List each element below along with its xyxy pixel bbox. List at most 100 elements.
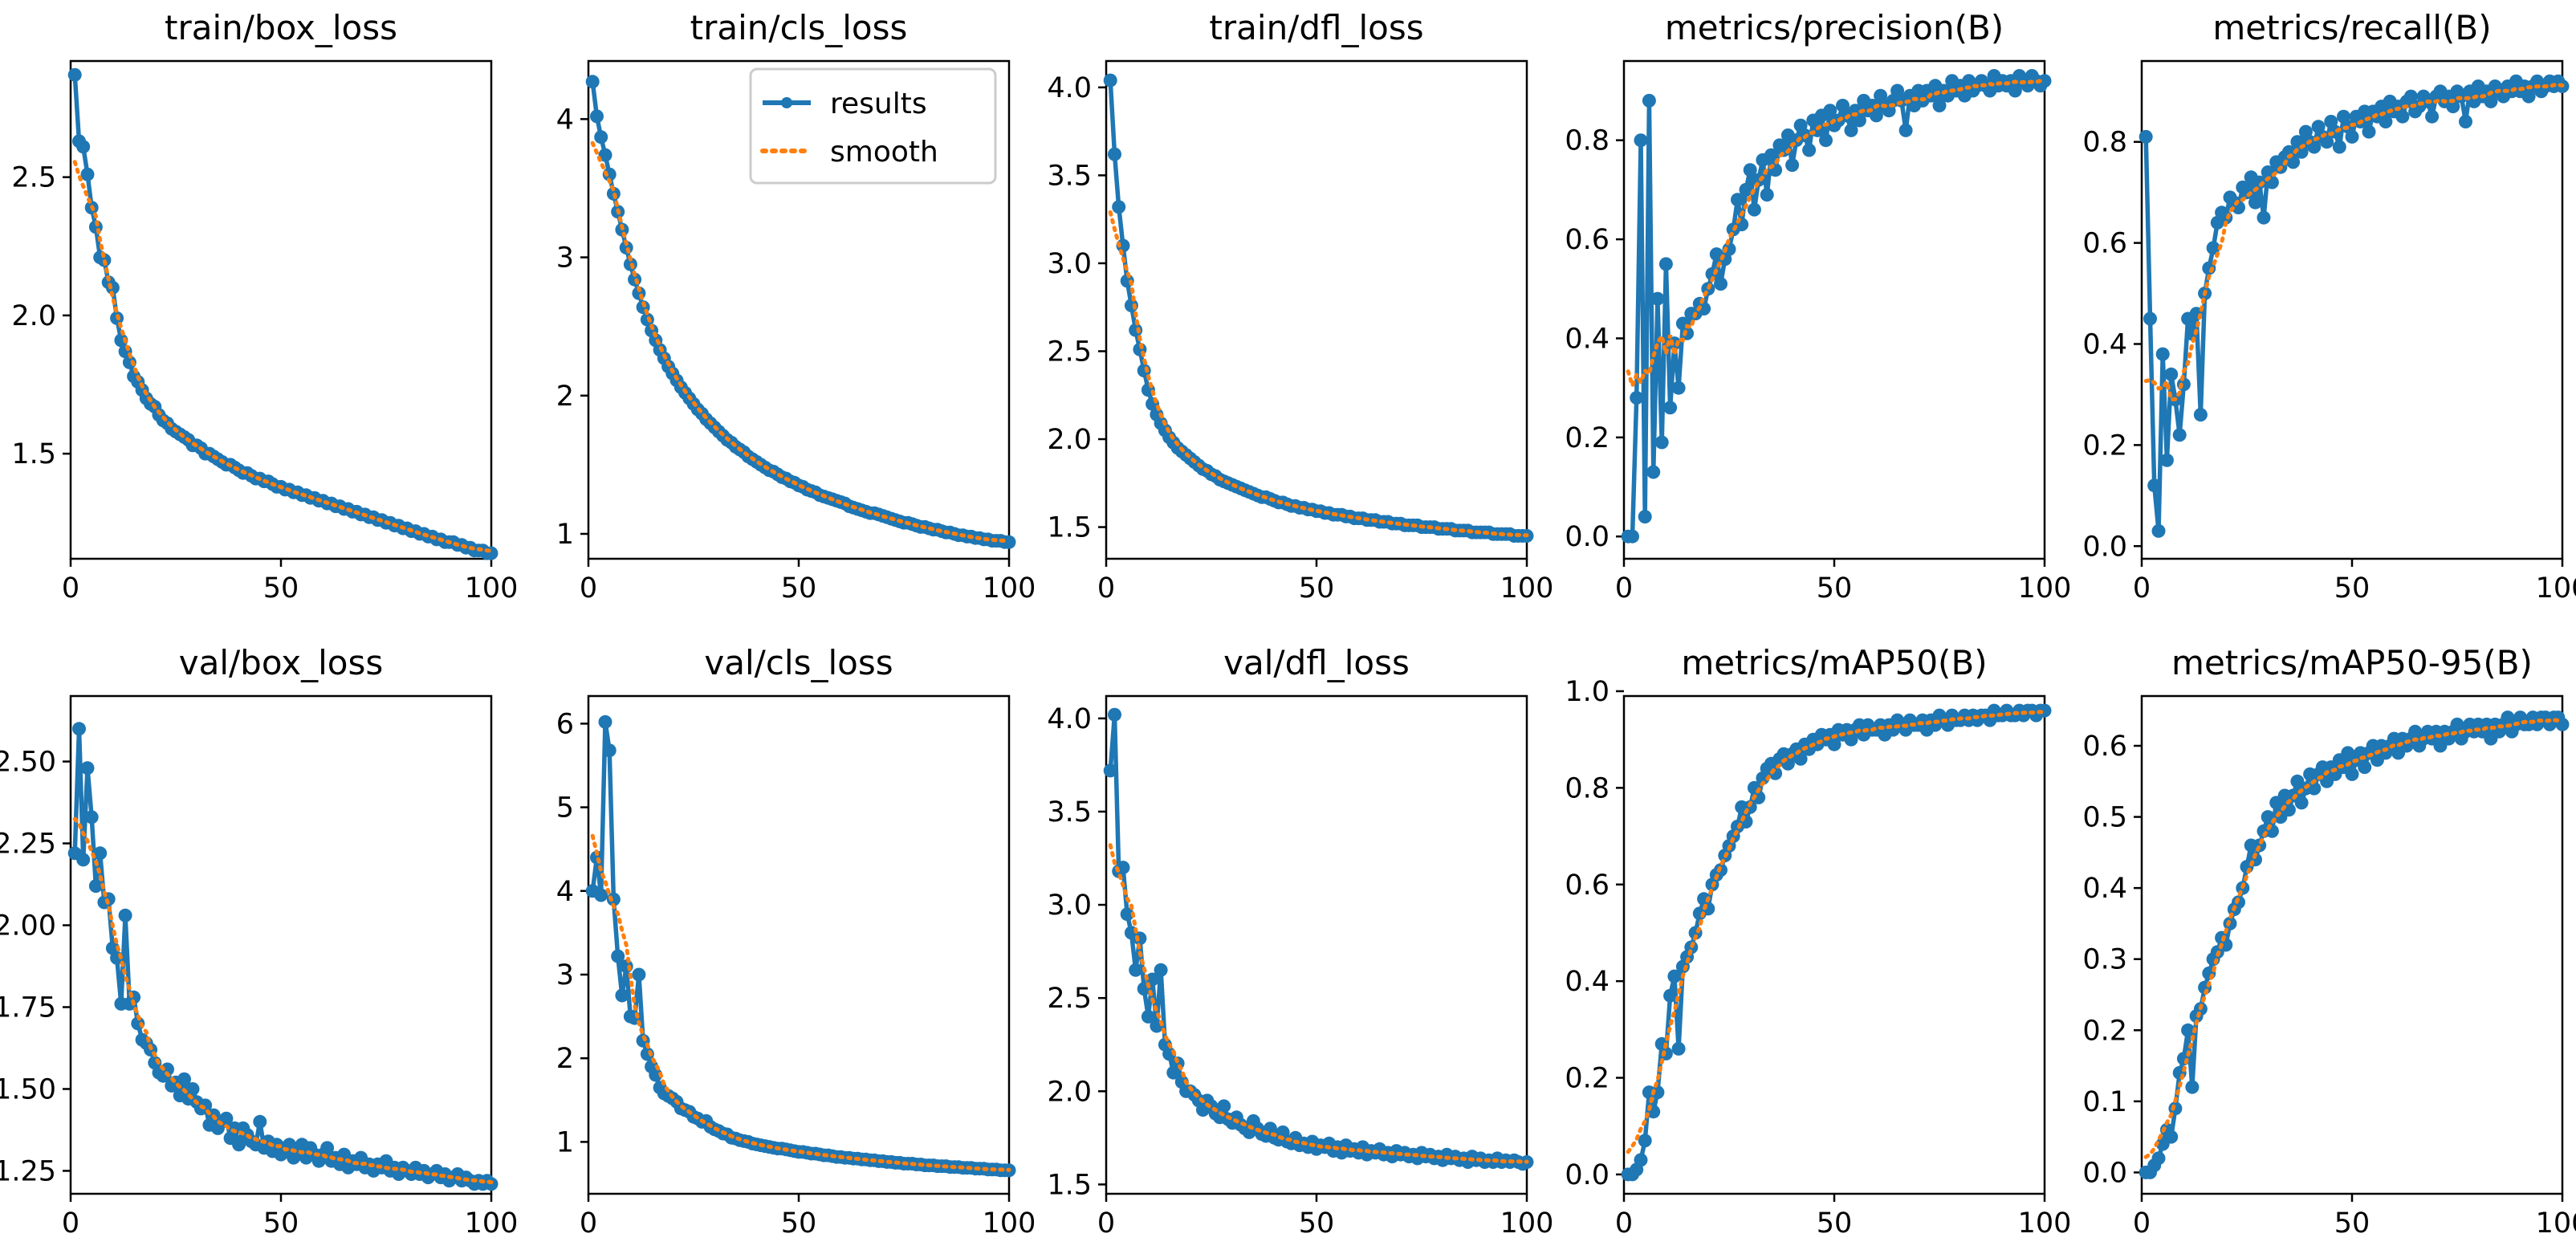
results-point: [1154, 963, 1168, 977]
subplot-title: metrics/precision(B): [1665, 8, 2004, 47]
results-point: [80, 167, 95, 181]
y-tick-label: 0.0: [2082, 1157, 2127, 1189]
x-tick-label: 0: [1097, 1207, 1115, 1240]
results-point: [1663, 401, 1678, 415]
results-point: [1626, 529, 1639, 544]
results-point: [320, 1141, 335, 1155]
y-tick-label: 0.8: [1565, 125, 1609, 157]
results-point: [1852, 113, 1866, 128]
y-tick-label: 3.0: [1047, 248, 1092, 280]
results-point: [1638, 510, 1652, 524]
results-point: [2252, 175, 2267, 189]
results-point: [2345, 129, 2359, 144]
legend-results-marker: [781, 97, 792, 108]
results-point: [67, 67, 82, 82]
x-tick-label: 100: [2536, 572, 2576, 605]
results-point: [2168, 1101, 2183, 1116]
y-tick-label: 2.00: [0, 910, 56, 942]
smooth-line: [1626, 79, 2047, 393]
results-point: [1120, 907, 1134, 922]
x-tick-label: 50: [263, 572, 299, 605]
results-point: [1634, 133, 1648, 148]
results-point: [1714, 277, 1728, 291]
results-point: [2379, 115, 2393, 128]
subplot-train-dfl-loss: train/dfl_loss 0 50 100 1.5 2.0 2.5 3.0 3.5 4.0: [1047, 8, 1553, 605]
results-point: [2328, 124, 2342, 139]
subplot-title: train/box_loss: [165, 8, 397, 47]
subplot-metrics-precision-b: metrics/precision(B) 0 50 100 0.0 0.2 0.4 0.6 0.…: [1565, 8, 2071, 605]
x-tick-label: 100: [2018, 1207, 2072, 1240]
results-point: [2139, 129, 2153, 144]
results-point: [594, 130, 608, 145]
results-point: [2286, 155, 2301, 169]
y-tick-label: 0.2: [1565, 1063, 1609, 1095]
y-tick-label: 2: [556, 381, 574, 413]
y-tick-label: 1.5: [1047, 512, 1092, 544]
results-point: [1760, 188, 1774, 202]
results-point: [1108, 707, 1121, 722]
results-point: [1802, 143, 1817, 157]
results-point: [1638, 1134, 1652, 1148]
results-point: [2151, 523, 2166, 538]
y-tick-label: 0.0: [1565, 521, 1609, 553]
results-point: [1663, 988, 1678, 1003]
x-tick-label: 100: [983, 572, 1036, 605]
results-point: [615, 988, 629, 1003]
results-point: [2345, 767, 2359, 781]
results-point: [2362, 124, 2376, 139]
results-point: [632, 967, 646, 982]
results-point: [2219, 938, 2233, 952]
results-point: [2265, 824, 2279, 838]
x-tick-label: 50: [1817, 1207, 1853, 1240]
y-tick-label: 0.4: [2082, 873, 2127, 905]
results-point: [1793, 751, 1808, 766]
results-point: [2307, 140, 2322, 154]
results-point: [88, 879, 103, 894]
results-point: [2147, 478, 2162, 493]
results-point: [598, 714, 612, 729]
results-point: [93, 846, 108, 861]
y-tick-label: 1.5: [1047, 1169, 1092, 1201]
results-point: [585, 75, 600, 89]
smooth-line: [72, 160, 494, 553]
x-tick-label: 50: [2334, 572, 2370, 605]
results-point: [1642, 93, 1656, 108]
results-point: [1827, 737, 1841, 751]
subplot-title: metrics/mAP50(B): [1681, 643, 1987, 682]
results-point: [1141, 1009, 1155, 1024]
y-tick-label: 0.6: [2082, 228, 2127, 260]
y-tick-label: 2.0: [1047, 424, 1092, 456]
subplot-title: train/cls_loss: [690, 8, 908, 47]
x-tick-label: 100: [2536, 1207, 2576, 1240]
y-tick-label: 3: [556, 242, 574, 275]
subplot-title: metrics/mAP50-95(B): [2171, 643, 2533, 682]
results-point: [219, 1111, 234, 1126]
x-tick-label: 100: [1500, 1207, 1554, 1240]
results-point: [1752, 790, 1766, 804]
legend-smooth-label: smooth: [830, 136, 938, 169]
results-point: [1823, 104, 1837, 118]
results-point: [253, 1114, 267, 1129]
results-point: [2206, 241, 2220, 255]
x-tick-label: 100: [465, 572, 519, 605]
results-point: [2143, 311, 2157, 326]
x-tick-label: 50: [1299, 572, 1335, 605]
results-point: [2185, 1080, 2200, 1094]
results-point: [1650, 1085, 1665, 1100]
y-tick-label: 0.6: [1565, 869, 1609, 902]
results-point: [1739, 182, 1753, 197]
results-point: [185, 1082, 200, 1096]
results-point: [1869, 108, 1883, 123]
results-point: [1667, 969, 1682, 983]
y-tick-label: 0.2: [1565, 422, 1609, 454]
results-point: [2248, 195, 2262, 210]
smooth-line: [1108, 843, 1529, 1164]
results-point: [2332, 140, 2346, 154]
results-point: [76, 140, 91, 154]
results-point: [1671, 1041, 1686, 1056]
results-point: [598, 148, 612, 162]
legend: results smooth: [749, 67, 997, 185]
results-point: [1731, 193, 1744, 207]
subplot-title: val/cls_loss: [704, 643, 893, 682]
